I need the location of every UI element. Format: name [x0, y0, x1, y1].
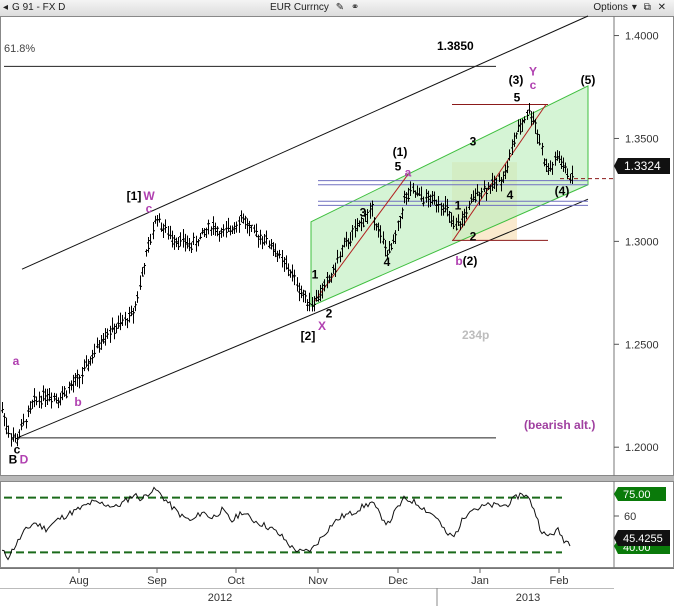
trend-channels [4, 15, 614, 439]
wave-label: W [143, 189, 155, 203]
restore-icon[interactable]: ⧉ [643, 2, 651, 13]
month-label: Jan [471, 575, 489, 587]
y-tick-label: 1.3500 [625, 133, 659, 145]
year-label: 2012 [208, 592, 232, 604]
wave-label: Y [529, 65, 537, 79]
wave-label: 5 [514, 90, 521, 104]
panel-splitter[interactable] [0, 476, 674, 481]
month-label: Nov [308, 575, 328, 587]
y-tick-label: 1.4000 [625, 31, 659, 43]
settings-icon[interactable]: ✎ [335, 2, 345, 13]
wave-label: 3 [360, 206, 367, 220]
link-icon[interactable]: ⚭ [350, 2, 360, 13]
y-tick-label: 1.2500 [625, 339, 659, 351]
wave-label: 4 [507, 188, 514, 202]
osc-line [1, 486, 571, 561]
close-icon[interactable]: ✕ [657, 2, 666, 13]
wave-label: B [9, 453, 18, 467]
bearish-note: (bearish alt.) [524, 418, 595, 432]
wave-label: D [20, 453, 29, 467]
fib-value-label: 1.3850 [437, 39, 474, 53]
month-label: Dec [388, 575, 408, 587]
last-price-label: 1.3324 [624, 159, 661, 173]
wave-label: (1) [393, 145, 408, 159]
osc-last-tag [614, 530, 670, 546]
window-left-label[interactable]: G 91 - FX D [12, 2, 66, 13]
wave-label: X [318, 319, 326, 333]
price-axis: 1.4000 1.3500 1.3000 1.2500 1.2000 [614, 31, 659, 454]
outer-channel-top [21, 15, 589, 270]
watermark-label: 234p [462, 328, 489, 342]
wave-label: (3) [509, 73, 524, 87]
security-symbol[interactable]: EUR Currncy [270, 2, 329, 13]
osc-upper-tag [614, 487, 666, 501]
oscillator-series [1, 486, 571, 561]
options-arrow-icon[interactable]: ▾ [631, 2, 637, 13]
wave-label: (4) [555, 184, 570, 198]
wave-label: 1 [312, 267, 319, 281]
wave-label: a [13, 354, 20, 368]
year-label: 2013 [516, 592, 540, 604]
wave-label: 2 [326, 307, 333, 321]
price-bars [1, 103, 574, 447]
osc-upper-label: 75.00 [623, 489, 651, 501]
y-tick-label: 1.3000 [625, 236, 659, 248]
month-label: Feb [550, 575, 569, 587]
y-tick-label: 1.2000 [625, 442, 659, 454]
outer-channel-bottom [16, 198, 589, 439]
wave-label: 3 [470, 135, 477, 149]
wave-label: a [405, 166, 412, 180]
month-label: Oct [227, 575, 244, 587]
wave-label: b [74, 395, 81, 409]
wave-label: c [530, 78, 537, 92]
month-label: Sep [147, 575, 167, 587]
month-label: Aug [69, 575, 89, 587]
last-price-tag [614, 158, 670, 174]
fib-label: 61.8% [4, 43, 35, 55]
wave-label: 4 [384, 255, 391, 269]
time-axis: Aug Sep Oct Nov Dec Jan Feb 2012 2013 [69, 568, 568, 604]
wave-label: [2] [301, 329, 316, 343]
red-trend-2 [452, 104, 547, 241]
wave-label: (5) [581, 73, 596, 87]
wave-label: 2 [470, 229, 477, 243]
oscillator-panel-frame [0, 481, 674, 568]
green-channel [310, 85, 589, 307]
osc-last-label: 45.4255 [623, 533, 663, 545]
wave-label: (2) [463, 254, 478, 268]
osc-mid-label: 60 [624, 511, 636, 523]
menu-arrow-icon[interactable]: ◂ [3, 2, 9, 13]
wave-label: 1 [455, 198, 462, 212]
options-menu[interactable]: Options [593, 2, 628, 13]
wave-label: 5 [395, 159, 402, 173]
wave-label: [1] [127, 189, 142, 203]
wave-label: b [455, 254, 462, 268]
wave-label: c [14, 442, 21, 456]
wave-label: c [146, 202, 153, 216]
